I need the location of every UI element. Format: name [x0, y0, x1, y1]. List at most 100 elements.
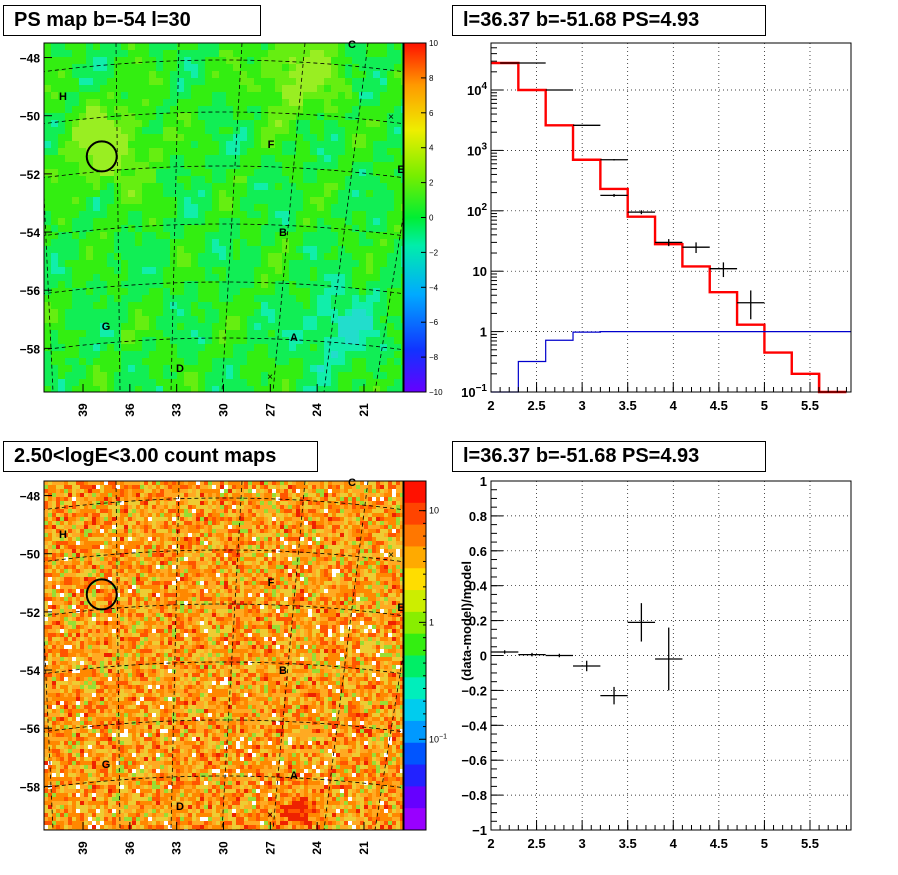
heatmap-cell — [108, 529, 112, 533]
heatmap-cell — [149, 92, 156, 99]
heatmap-cell — [275, 267, 282, 274]
heatmap-cell — [233, 274, 240, 281]
heatmap-cell — [310, 162, 317, 169]
heatmap-cell — [224, 541, 228, 545]
heatmap-cell — [140, 541, 144, 545]
heatmap-cell — [121, 218, 128, 225]
heatmap-cell — [205, 43, 212, 50]
heatmap-cell — [86, 176, 93, 183]
heatmap-cell — [136, 549, 140, 553]
heatmap-cell — [336, 509, 340, 513]
heatmap-cell — [142, 78, 149, 85]
heatmap-cell — [388, 569, 392, 573]
heatmap-cell — [280, 493, 284, 497]
heatmap-cell — [204, 481, 208, 485]
heatmap-cell — [387, 253, 394, 260]
heatmap-cell — [240, 232, 247, 239]
heatmap-cell — [272, 485, 276, 489]
heatmap-cell — [58, 57, 65, 64]
heatmap-cell — [352, 557, 356, 561]
heatmap-cell — [324, 134, 331, 141]
heatmap-cell — [276, 513, 280, 517]
heatmap-cell — [216, 549, 220, 553]
heatmap-cell — [336, 573, 340, 577]
heatmap-cell — [92, 521, 96, 525]
heatmap-cell — [254, 351, 261, 358]
heatmap-cell — [344, 549, 348, 553]
heatmap-cell — [135, 288, 142, 295]
heatmap-cell — [324, 232, 331, 239]
heatmap-cell — [288, 529, 292, 533]
heatmap-cell — [254, 71, 261, 78]
heatmap-cell — [86, 43, 93, 50]
heatmap-cell — [396, 481, 400, 485]
heatmap-cell — [212, 260, 219, 267]
heatmap-cell — [296, 57, 303, 64]
heatmap-cell — [316, 545, 320, 549]
heatmap-cell — [233, 197, 240, 204]
heatmap-cell — [140, 501, 144, 505]
heatmap-cell — [268, 533, 272, 537]
heatmap-cell — [149, 64, 156, 71]
heatmap-cell — [216, 545, 220, 549]
heatmap-cell — [264, 537, 268, 541]
heatmap-cell — [44, 505, 48, 509]
heatmap-cell — [401, 260, 403, 267]
heatmap-cell — [331, 267, 338, 274]
heatmap-cell — [338, 162, 345, 169]
heatmap-cell — [56, 481, 60, 485]
heatmap-cell — [48, 489, 52, 493]
heatmap-cell — [254, 155, 261, 162]
heatmap-cell — [352, 134, 359, 141]
heatmap-cell — [149, 134, 156, 141]
heatmap-cell — [248, 493, 252, 497]
heatmap-cell — [176, 553, 180, 557]
heatmap-cell — [300, 573, 304, 577]
heatmap-cell — [345, 155, 352, 162]
heatmap-cell — [373, 197, 380, 204]
heatmap-cell — [352, 127, 359, 134]
heatmap-cell — [359, 253, 366, 260]
heatmap-cell — [392, 529, 396, 533]
heatmap-cell — [80, 493, 84, 497]
heatmap-cell — [44, 497, 48, 501]
heatmap-cell — [170, 113, 177, 120]
heatmap-cell — [310, 127, 317, 134]
heatmap-cell — [312, 501, 316, 505]
heatmap-cell — [192, 517, 196, 521]
heatmap-cell — [208, 501, 212, 505]
heatmap-cell — [348, 545, 352, 549]
heatmap-cell — [200, 553, 204, 557]
heatmap-cell — [292, 485, 296, 489]
heatmap-cell — [331, 330, 338, 337]
heatmap-cell — [352, 365, 359, 372]
heatmap-cell — [184, 267, 191, 274]
heatmap-cell — [172, 553, 176, 557]
heatmap-cell — [142, 295, 149, 302]
heatmap-cell — [268, 549, 272, 553]
heatmap-cell — [52, 537, 56, 541]
x-tick-label: 33 — [170, 403, 184, 417]
heatmap-cell — [58, 344, 65, 351]
heatmap-cell — [68, 521, 72, 525]
heatmap-cell — [317, 351, 324, 358]
heatmap-cell — [260, 569, 264, 573]
heatmap-cell — [282, 372, 289, 379]
heatmap-cell — [345, 99, 352, 106]
heatmap-cell — [198, 295, 205, 302]
heatmap-cell — [220, 537, 224, 541]
heatmap-cell — [100, 509, 104, 513]
heatmap-cell — [352, 509, 356, 513]
heatmap-cell — [164, 561, 168, 565]
heatmap-cell — [226, 351, 233, 358]
heatmap-cell — [128, 85, 135, 92]
heatmap-cell — [92, 569, 96, 573]
heatmap-cell — [156, 537, 160, 541]
heatmap-cell — [312, 489, 316, 493]
heatmap-cell — [135, 260, 142, 267]
heatmap-cell — [373, 302, 380, 309]
heatmap-cell — [324, 267, 331, 274]
heatmap-cell — [316, 513, 320, 517]
heatmap-cell — [219, 92, 226, 99]
heatmap-cell — [394, 232, 401, 239]
